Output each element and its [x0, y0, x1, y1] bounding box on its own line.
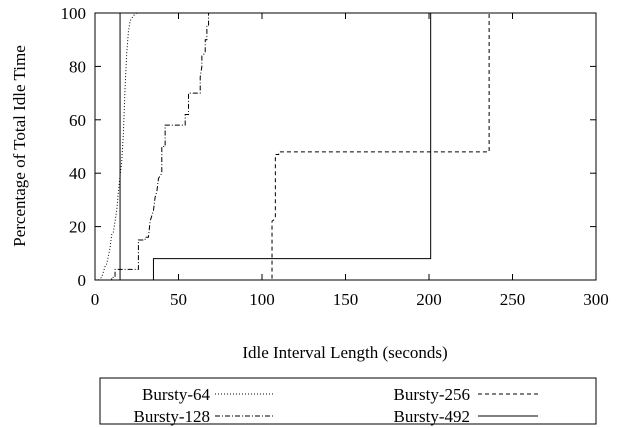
plot-border: [94, 12, 597, 281]
y-tick-label: 40: [69, 164, 86, 183]
x-tick-label: 200: [416, 290, 442, 309]
series-lines: [98, 12, 596, 281]
legend: Bursty-64 Bursty-128 Bursty-256 Bursty-492: [99, 377, 597, 426]
x-tick-label: 100: [249, 290, 275, 309]
legend-label-bursty-256: Bursty-256: [394, 385, 471, 404]
tick-labels: 0 50 100 150 200 250 300 0 20 40 60 80 100: [61, 4, 609, 309]
y-tick-label: 20: [69, 218, 86, 237]
axis-ticks: [94, 12, 597, 281]
y-axis-label: Percentage of Total Idle Time: [10, 45, 29, 247]
x-tick-label: 50: [170, 290, 187, 309]
y-tick-label: 100: [61, 4, 87, 23]
series-line-bursty-64: [98, 12, 596, 281]
x-tick-label: 0: [91, 290, 100, 309]
y-tick-label: 0: [78, 271, 87, 290]
x-axis-label: Idle Interval Length (seconds): [242, 343, 447, 362]
plot-frame: [94, 12, 597, 281]
x-tick-label: 300: [583, 290, 609, 309]
x-tick-label: 250: [500, 290, 526, 309]
legend-label-bursty-492: Bursty-492: [394, 407, 471, 426]
y-tick-label: 60: [69, 111, 86, 130]
legend-label-bursty-128: Bursty-128: [134, 407, 211, 426]
x-tick-label: 150: [333, 290, 359, 309]
series-line-bursty-128: [98, 12, 596, 281]
series-line-bursty-492: [98, 12, 596, 281]
series-line-bursty-256: [98, 12, 596, 281]
legend-label-bursty-64: Bursty-64: [142, 385, 211, 404]
y-tick-label: 80: [69, 57, 86, 76]
